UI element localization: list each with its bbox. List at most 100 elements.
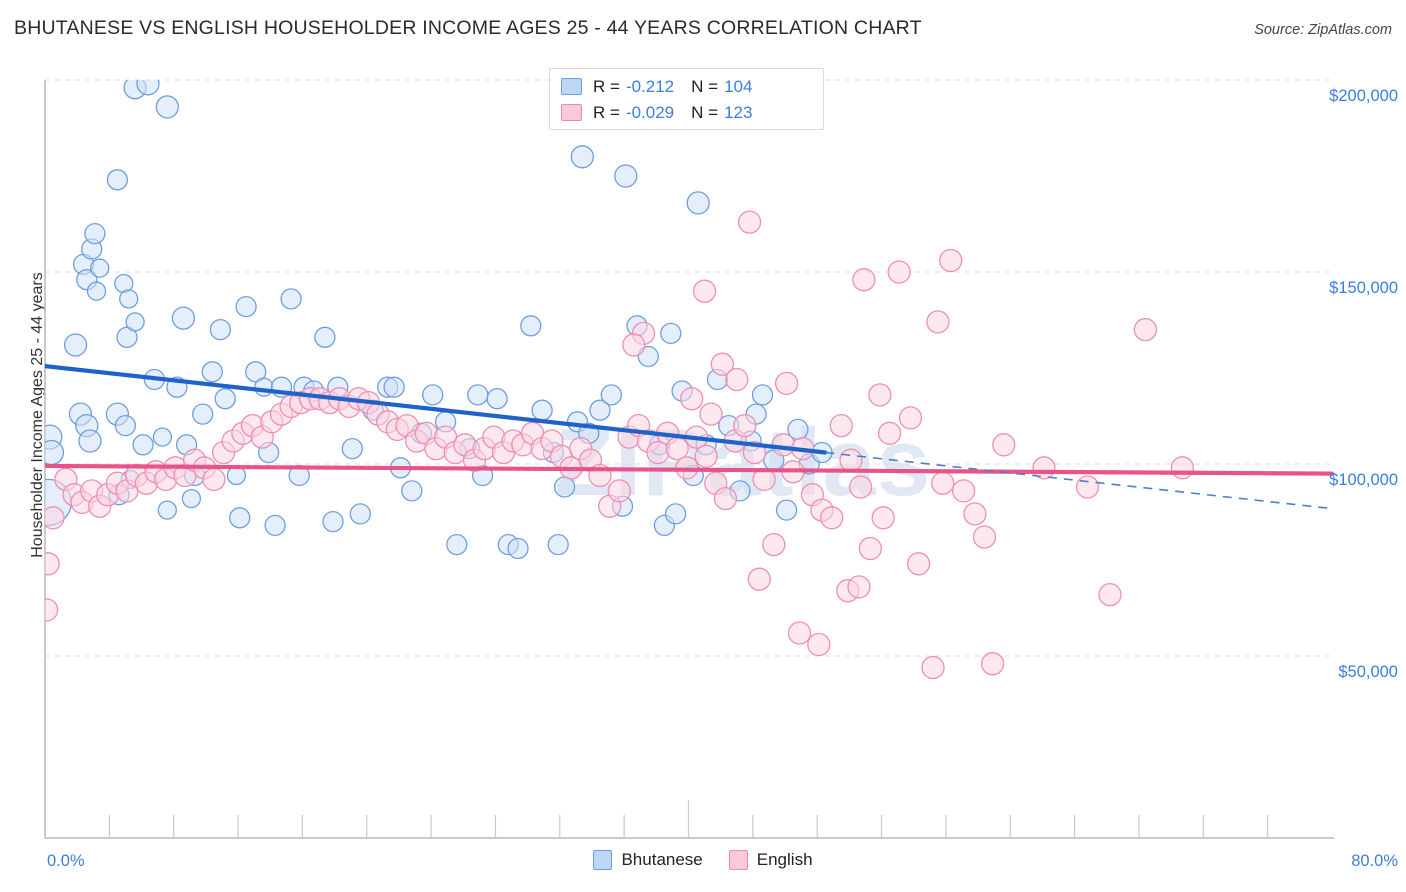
data-point-english[interactable] bbox=[713, 486, 738, 511]
data-point-bhutanese[interactable] bbox=[349, 503, 371, 525]
data-point-bhutanese[interactable] bbox=[116, 326, 138, 348]
data-point-english[interactable] bbox=[42, 506, 65, 530]
data-point-english[interactable] bbox=[37, 552, 60, 576]
data-point-bhutanese[interactable] bbox=[86, 281, 107, 301]
data-point-english[interactable] bbox=[787, 621, 812, 645]
data-point-english[interactable] bbox=[992, 433, 1016, 457]
data-point-bhutanese[interactable] bbox=[531, 399, 553, 421]
data-point-bhutanese[interactable] bbox=[401, 480, 423, 502]
data-point-english[interactable] bbox=[931, 471, 955, 495]
data-point-bhutanese[interactable] bbox=[254, 377, 274, 397]
data-point-english[interactable] bbox=[1075, 475, 1100, 499]
data-point-english[interactable] bbox=[733, 413, 757, 438]
data-point-bhutanese[interactable] bbox=[422, 384, 444, 406]
data-point-bhutanese[interactable] bbox=[280, 288, 302, 310]
data-point-english[interactable] bbox=[848, 475, 873, 499]
data-point-english[interactable] bbox=[1170, 456, 1195, 480]
data-point-bhutanese[interactable] bbox=[446, 533, 468, 556]
data-point-english[interactable] bbox=[951, 479, 976, 503]
data-point-bhutanese[interactable] bbox=[132, 434, 154, 456]
data-point-bhutanese[interactable] bbox=[39, 439, 65, 466]
data-point-bhutanese[interactable] bbox=[157, 500, 177, 520]
data-point-bhutanese[interactable] bbox=[570, 145, 594, 169]
data-point-english[interactable] bbox=[36, 598, 59, 622]
data-point-bhutanese[interactable] bbox=[507, 537, 529, 560]
data-point-english[interactable] bbox=[839, 448, 863, 472]
data-point-bhutanese[interactable] bbox=[341, 437, 363, 460]
data-point-english[interactable] bbox=[877, 421, 902, 445]
data-point-bhutanese[interactable] bbox=[114, 414, 137, 437]
data-point-english[interactable] bbox=[898, 406, 923, 430]
data-point-english[interactable] bbox=[646, 440, 670, 465]
data-point-bhutanese[interactable] bbox=[209, 318, 232, 341]
data-point-bhutanese[interactable] bbox=[664, 503, 687, 525]
data-point-english[interactable] bbox=[887, 260, 911, 284]
data-point-english[interactable] bbox=[622, 333, 646, 357]
data-point-bhutanese[interactable] bbox=[136, 73, 160, 96]
data-point-english[interactable] bbox=[972, 525, 997, 549]
data-point-english[interactable] bbox=[820, 506, 844, 530]
data-point-english[interactable] bbox=[710, 352, 734, 376]
data-point-english[interactable] bbox=[747, 567, 771, 591]
data-point-english[interactable] bbox=[680, 387, 704, 411]
data-point-english[interactable] bbox=[694, 444, 718, 468]
data-point-english[interactable] bbox=[829, 413, 853, 438]
data-point-bhutanese[interactable] bbox=[125, 312, 145, 332]
data-point-bhutanese[interactable] bbox=[660, 322, 682, 345]
data-point-bhutanese[interactable] bbox=[106, 169, 129, 191]
data-point-english[interactable] bbox=[921, 655, 945, 680]
data-point-bhutanese[interactable] bbox=[322, 510, 344, 533]
data-point-bhutanese[interactable] bbox=[589, 399, 611, 421]
data-point-bhutanese[interactable] bbox=[226, 465, 247, 486]
data-point-english[interactable] bbox=[692, 279, 717, 303]
data-point-english[interactable] bbox=[202, 467, 226, 492]
data-point-english[interactable] bbox=[771, 433, 796, 457]
data-point-english[interactable] bbox=[725, 367, 749, 392]
data-point-english[interactable] bbox=[1098, 582, 1122, 607]
data-point-english[interactable] bbox=[852, 268, 876, 292]
data-point-english[interactable] bbox=[699, 402, 723, 426]
data-point-english[interactable] bbox=[858, 536, 882, 561]
data-point-bhutanese[interactable] bbox=[775, 499, 798, 521]
data-point-bhutanese[interactable] bbox=[63, 333, 88, 357]
data-point-bhutanese[interactable] bbox=[383, 376, 405, 398]
data-point-english[interactable] bbox=[762, 532, 786, 557]
legend-item-english[interactable]: English bbox=[728, 850, 813, 870]
data-point-english[interactable] bbox=[774, 371, 799, 396]
data-point-bhutanese[interactable] bbox=[235, 295, 257, 318]
legend-item-bhutanese[interactable]: Bhutanese bbox=[593, 850, 703, 870]
data-point-bhutanese[interactable] bbox=[214, 388, 236, 410]
data-point-bhutanese[interactable] bbox=[155, 95, 179, 119]
data-point-english[interactable] bbox=[607, 479, 631, 503]
data-point-bhutanese[interactable] bbox=[78, 429, 102, 453]
data-point-english[interactable] bbox=[906, 552, 931, 576]
data-point-english[interactable] bbox=[939, 248, 963, 273]
data-point-bhutanese[interactable] bbox=[181, 488, 202, 509]
data-point-bhutanese[interactable] bbox=[314, 326, 336, 348]
data-point-bhutanese[interactable] bbox=[600, 384, 622, 406]
data-point-english[interactable] bbox=[807, 632, 831, 657]
data-point-english[interactable] bbox=[868, 383, 892, 407]
data-point-bhutanese[interactable] bbox=[553, 476, 576, 498]
data-point-bhutanese[interactable] bbox=[264, 514, 286, 537]
data-point-bhutanese[interactable] bbox=[201, 361, 223, 383]
data-point-english[interactable] bbox=[665, 436, 689, 461]
data-point-bhutanese[interactable] bbox=[171, 306, 196, 330]
data-point-bhutanese[interactable] bbox=[467, 384, 489, 406]
data-point-bhutanese[interactable] bbox=[192, 403, 214, 425]
data-point-english[interactable] bbox=[737, 210, 762, 234]
data-point-bhutanese[interactable] bbox=[614, 164, 638, 188]
data-point-english[interactable] bbox=[847, 575, 871, 599]
data-point-bhutanese[interactable] bbox=[686, 191, 710, 215]
data-point-bhutanese[interactable] bbox=[486, 388, 508, 410]
data-point-bhutanese[interactable] bbox=[84, 222, 106, 245]
data-point-english[interactable] bbox=[980, 652, 1005, 676]
data-point-bhutanese[interactable] bbox=[229, 507, 251, 529]
data-point-english[interactable] bbox=[1133, 317, 1158, 342]
data-point-bhutanese[interactable] bbox=[119, 289, 139, 309]
data-point-bhutanese[interactable] bbox=[520, 315, 542, 337]
data-point-bhutanese[interactable] bbox=[245, 361, 267, 383]
data-point-bhutanese[interactable] bbox=[751, 384, 774, 406]
data-point-bhutanese[interactable] bbox=[547, 533, 569, 556]
data-point-bhutanese[interactable] bbox=[90, 258, 110, 278]
